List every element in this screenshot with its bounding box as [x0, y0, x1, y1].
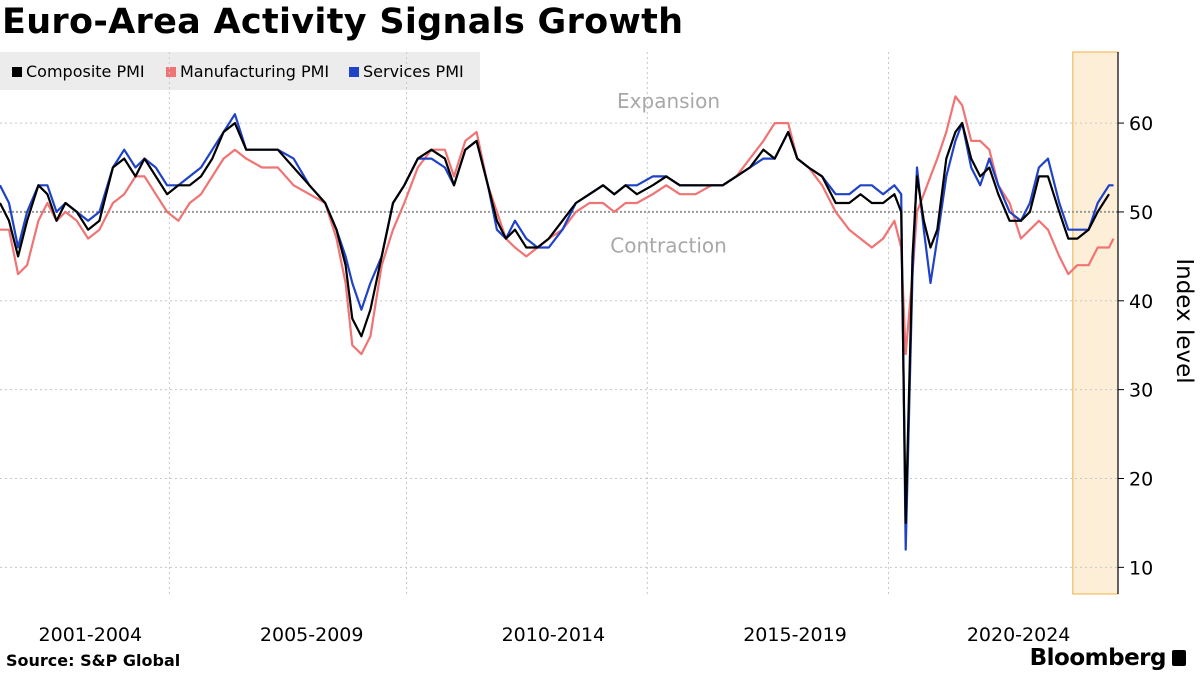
legend-swatch-manufacturing [166, 67, 176, 77]
x-period-label-4: 2020-2024 [967, 624, 1071, 646]
source-note: Source: S&P Global [6, 651, 181, 670]
legend-swatch-services [349, 67, 359, 77]
y-tick-label-20: 20 [1129, 468, 1153, 490]
chart-legend: Composite PMI Manufacturing PMI Services… [0, 52, 480, 90]
annotation-contraction: Contraction [610, 234, 727, 258]
x-period-label-2: 2010-2014 [502, 624, 606, 646]
y-tick-label-10: 10 [1129, 557, 1153, 579]
series-line-manufacturing-pmi [0, 95, 1115, 356]
x-period-label-1: 2005-2009 [260, 624, 364, 646]
bloomberg-mark-icon [1172, 650, 1186, 666]
chart-title: Euro-Area Activity Signals Growth [2, 2, 684, 42]
y-tick-label-50: 50 [1129, 202, 1153, 224]
y-tick-label-40: 40 [1129, 291, 1153, 313]
y-axis-title: Index level [1171, 258, 1197, 383]
legend-item-services: Services PMI [349, 62, 464, 81]
x-period-label-3: 2015-2019 [743, 624, 847, 646]
legend-label-services: Services PMI [363, 62, 464, 81]
legend-label-composite: Composite PMI [26, 62, 145, 81]
series-line-services-pmi [0, 113, 1114, 551]
x-period-label-0: 2001-2004 [39, 624, 143, 646]
legend-swatch-composite [12, 67, 22, 77]
brand-name: Bloomberg [1029, 645, 1167, 671]
series-line-composite-pmi [0, 122, 1110, 524]
annotation-expansion: Expansion [617, 89, 720, 113]
highlight-band [1072, 51, 1119, 595]
bloomberg-logo: Bloomberg [1030, 645, 1186, 671]
legend-item-manufacturing: Manufacturing PMI [166, 62, 329, 81]
y-tick-label-30: 30 [1129, 380, 1153, 402]
legend-label-manufacturing: Manufacturing PMI [180, 62, 330, 81]
legend-item-composite: Composite PMI [12, 62, 145, 81]
y-tick-label-60: 60 [1129, 113, 1153, 135]
